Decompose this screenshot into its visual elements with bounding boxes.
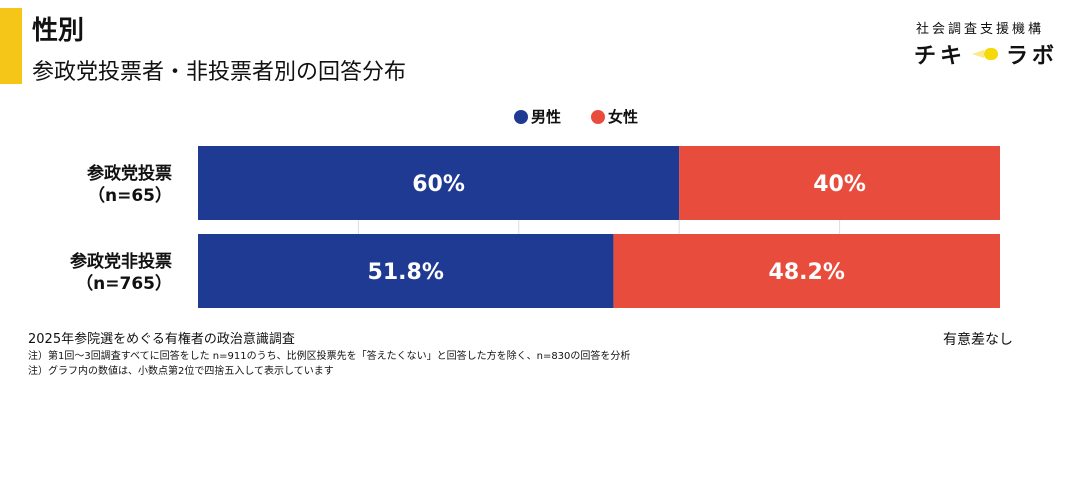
logo: チキ ラボ xyxy=(914,38,1058,70)
page-title: 性別 xyxy=(32,16,85,46)
category-label: 参政党投票 xyxy=(87,163,172,184)
bar-segment xyxy=(679,146,1000,220)
page-subtitle: 参政党投票者・非投票者別の回答分布 xyxy=(32,60,407,85)
data-label: 48.2% xyxy=(769,260,845,285)
data-label: 40% xyxy=(813,172,866,197)
bar-segment xyxy=(198,234,614,308)
category-label: （n=765） xyxy=(76,273,172,294)
legend-item-male: 男性 xyxy=(514,106,561,127)
legend-dot-icon xyxy=(591,110,606,124)
footnote-1: 注）第1回～3回調査すべてに回答をした n=911のうち、比例区投票先を「答えた… xyxy=(28,351,631,362)
legend-item-female: 女性 xyxy=(591,106,638,127)
bar-segment xyxy=(198,146,680,220)
data-label: 60% xyxy=(412,172,465,197)
legend: 男性 女性 xyxy=(514,106,638,127)
significance-label: 有意差なし xyxy=(943,332,1013,348)
logo-name-left: チキ xyxy=(914,44,967,69)
data-label: 51.8% xyxy=(368,260,444,285)
logo-name-right: ラボ xyxy=(1006,44,1059,69)
category-label: 参政党非投票 xyxy=(70,251,172,272)
category-label: （n=65） xyxy=(88,185,172,206)
lightbulb-icon xyxy=(972,47,1000,61)
survey-title: 2025年参院選をめぐる有権者の政治意識調査 xyxy=(28,332,295,347)
legend-dot-icon xyxy=(514,110,528,124)
logo-org: 社会調査支援機構 xyxy=(916,22,1045,37)
footnote-2: 注）グラフ内の数値は、小数点第2位で四捨五入して表示しています xyxy=(28,366,334,377)
title-accent-bar xyxy=(0,8,22,84)
bar-segment xyxy=(613,234,1000,308)
